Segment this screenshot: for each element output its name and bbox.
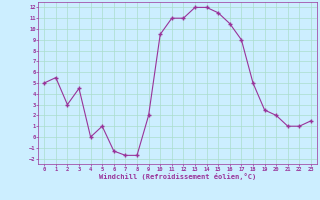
X-axis label: Windchill (Refroidissement éolien,°C): Windchill (Refroidissement éolien,°C) xyxy=(99,173,256,180)
